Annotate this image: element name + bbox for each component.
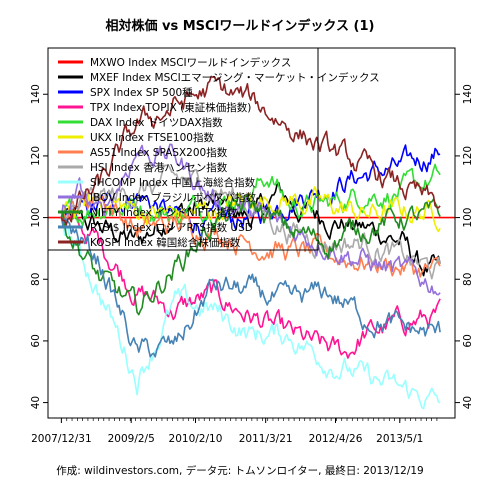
y-tick-label-left: 60 xyxy=(30,334,42,347)
y-tick-label-right: 60 xyxy=(462,334,474,347)
legend-label-4: DAX Index ドイツDAX指数 xyxy=(90,116,223,129)
legend-label-5: UKX Index FTSE100指数 xyxy=(90,131,214,144)
legend-box xyxy=(47,47,319,251)
x-tick-label: 2012/4/26 xyxy=(309,433,363,445)
y-tick-label-left: 80 xyxy=(30,273,42,286)
y-tick-label-right: 40 xyxy=(462,396,474,409)
legend-label-7: HSI Index 香港ハンセン指数 xyxy=(90,161,228,174)
y-tick-label-left: 140 xyxy=(30,84,42,104)
y-tick-label-left: 40 xyxy=(30,396,42,409)
legend-label-11: RTSI$ Index ロシアRTS指数 USD xyxy=(90,221,253,234)
legend-label-10: NIFTY Index インドNIFTY指数 xyxy=(90,206,238,219)
chart-footer: 作成: wildinvestors.com, データ元: トムソンロイター, 最… xyxy=(56,464,423,477)
tick-layer: 40 40 60 60 80 80 100 100 120 120 140 140 2007/12/31… xyxy=(30,84,474,445)
x-tick-label: 2010/2/10 xyxy=(169,433,223,445)
y-tick-label-right: 140 xyxy=(462,84,474,104)
x-tick-label: 2011/3/21 xyxy=(239,433,293,445)
legend-label-1: MXEF Index MSCIエマージング・マーケット・インデックス xyxy=(90,71,380,84)
y-tick-label-left: 120 xyxy=(30,146,42,166)
x-tick-label: 2013/5/1 xyxy=(376,433,423,445)
series-line-11 xyxy=(60,217,441,358)
series-line-9 xyxy=(60,143,441,296)
chart-title: 相対株価 vs MSCIワールドインデックス (1) xyxy=(105,18,374,34)
x-tick-label: 2007/12/31 xyxy=(31,433,92,445)
legend-label-12: KOSPI Index 韓国総合株価指数 xyxy=(90,236,241,249)
series-line-10 xyxy=(60,194,441,316)
series-line-12 xyxy=(60,75,441,226)
series-line-8 xyxy=(60,217,441,410)
legend-label-6: AS51 Index SPASX200指数 xyxy=(90,146,228,159)
y-tick-label-right: 100 xyxy=(462,208,474,228)
series-line-5 xyxy=(60,186,441,233)
y-tick-label-right: 120 xyxy=(462,146,474,166)
series-line-3 xyxy=(60,210,441,359)
legend-label-2: SPX Index SP 500種 xyxy=(90,86,193,99)
legend-label-9: IBOV Index ブラジルボベスパ指数 xyxy=(90,191,256,204)
series-layer xyxy=(60,75,441,410)
legend-label-0: MXWO Index MSCIワールドインデックス xyxy=(90,56,291,69)
y-tick-label-left: 100 xyxy=(30,208,42,228)
x-tick-label: 2009/2/5 xyxy=(108,433,155,445)
legend-label-3: TPX Index TOPIX (東証株価指数) xyxy=(89,101,251,114)
series-line-7 xyxy=(60,164,441,280)
legend-label-8: SHCOMP Index 中国上海総合指数 xyxy=(90,176,256,189)
y-tick-label-right: 80 xyxy=(462,273,474,286)
legend: MXWO Index MSCIワールドインデックス MXEF Index MSCI… xyxy=(47,47,380,251)
